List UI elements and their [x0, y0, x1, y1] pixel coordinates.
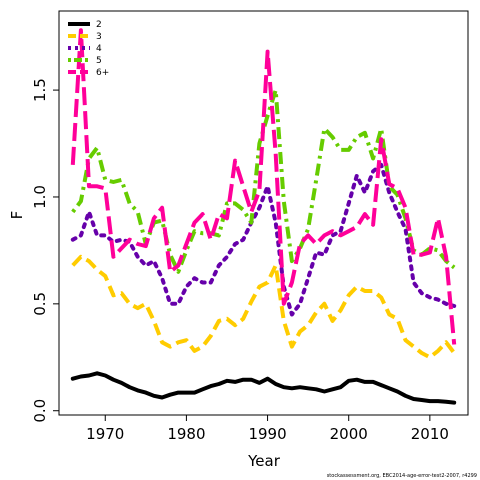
legend-label-5: 5 [96, 56, 102, 66]
legend-label-2: 2 [96, 20, 102, 30]
y-tick-label: 1.0 [31, 185, 49, 209]
y-axis: 0.0 0.5 1.0 1.5 [31, 78, 59, 423]
x-tick-label: 1980 [167, 425, 205, 443]
footnote: stockassessment.org, EBC2014-age-error-t… [327, 473, 477, 479]
y-tick-label: 0.0 [31, 399, 49, 423]
series-line-3 [71, 254, 456, 360]
series-line-5 [71, 88, 456, 274]
x-axis-title: Year [247, 452, 281, 470]
series-layer [70, 28, 457, 405]
series-line-6+ [70, 28, 457, 345]
x-tick-label: 1990 [248, 425, 286, 443]
x-axis: 1970 1980 1990 2000 2010 [86, 415, 449, 443]
legend-label-3: 3 [96, 32, 102, 42]
series-line-4 [70, 162, 457, 317]
y-axis-title: F [8, 211, 26, 220]
legend: 2 3 4 5 6+ [68, 20, 109, 78]
x-tick-label: 1970 [86, 425, 124, 443]
plot-frame [58, 10, 469, 416]
y-tick-label: 0.5 [31, 292, 49, 316]
legend-label-4: 4 [96, 44, 102, 54]
y-tick-label: 1.5 [31, 78, 49, 102]
legend-label-6+: 6+ [96, 68, 109, 78]
x-tick-label: 2000 [330, 425, 368, 443]
x-tick-label: 2010 [411, 425, 449, 443]
series-line-2 [70, 371, 457, 405]
